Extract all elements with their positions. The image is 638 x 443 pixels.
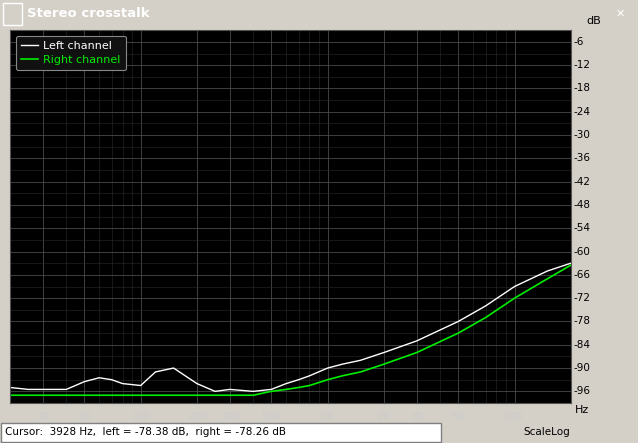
Bar — [1, 423, 441, 442]
Left channel — [544, 268, 551, 274]
Right channel — [137, 392, 144, 398]
Left channel — [380, 350, 388, 355]
Text: -18: -18 — [573, 83, 590, 93]
Right channel — [339, 373, 346, 378]
Left channel — [193, 381, 201, 386]
Text: -36: -36 — [573, 153, 590, 163]
Right channel — [39, 392, 47, 398]
Right channel — [510, 295, 518, 301]
Line: Left channel: Left channel — [10, 263, 571, 391]
Left channel — [170, 365, 177, 371]
Right channel — [306, 383, 313, 388]
Right channel — [24, 392, 32, 398]
Text: -84: -84 — [573, 340, 590, 350]
Text: Stereo crosstalk: Stereo crosstalk — [27, 7, 149, 20]
Left channel — [306, 373, 313, 378]
Text: -66: -66 — [573, 270, 590, 280]
Left channel — [152, 369, 160, 375]
Text: -90: -90 — [573, 363, 590, 373]
Right channel — [193, 392, 201, 398]
Left channel — [510, 284, 518, 289]
Left channel — [323, 365, 331, 371]
Left channel — [295, 377, 302, 382]
Text: -78: -78 — [573, 316, 590, 326]
Right channel — [6, 392, 14, 398]
Legend: Left channel, Right channel: Left channel, Right channel — [15, 36, 126, 70]
Left channel — [137, 383, 144, 388]
Right channel — [226, 392, 234, 398]
Left channel — [95, 375, 103, 381]
Text: -24: -24 — [573, 107, 590, 117]
Right channel — [63, 392, 70, 398]
Text: -54: -54 — [573, 223, 590, 233]
Right channel — [295, 385, 302, 390]
Text: -6: -6 — [573, 37, 583, 47]
Right channel — [119, 392, 126, 398]
Left channel — [80, 379, 88, 384]
Left channel — [267, 387, 275, 392]
Line: Right channel: Right channel — [10, 265, 571, 395]
Left channel — [282, 381, 290, 386]
Right channel — [170, 392, 177, 398]
Right channel — [544, 276, 551, 281]
Left channel — [119, 381, 126, 386]
Left channel — [413, 338, 420, 343]
Left channel — [211, 389, 219, 394]
Right channel — [152, 392, 160, 398]
Text: ScaleLog: ScaleLog — [523, 427, 570, 436]
Text: -48: -48 — [573, 200, 590, 210]
Left channel — [6, 385, 14, 390]
Left channel — [24, 387, 32, 392]
Right channel — [357, 369, 364, 375]
Right channel — [80, 392, 88, 398]
Right channel — [267, 389, 275, 394]
Right channel — [380, 361, 388, 367]
Text: -96: -96 — [573, 386, 590, 396]
Text: Cursor:  3928 Hz,  left = -78.38 dB,  right = -78.26 dB: Cursor: 3928 Hz, left = -78.38 dB, right… — [5, 427, 286, 436]
Left channel — [108, 377, 115, 382]
Left channel — [357, 358, 364, 363]
Left channel — [339, 361, 346, 367]
Right channel — [95, 392, 103, 398]
Left channel — [39, 387, 47, 392]
Left channel — [63, 387, 70, 392]
Left channel — [482, 303, 489, 309]
Right channel — [482, 315, 489, 320]
Left channel — [567, 260, 575, 266]
Right channel — [249, 392, 257, 398]
Left channel — [454, 319, 462, 324]
Text: -30: -30 — [573, 130, 590, 140]
Right channel — [454, 330, 462, 336]
Right channel — [108, 392, 115, 398]
Right channel — [323, 377, 331, 382]
Right channel — [567, 263, 575, 268]
Text: -72: -72 — [573, 293, 590, 303]
Left channel — [226, 387, 234, 392]
Right channel — [282, 387, 290, 392]
Text: ✕: ✕ — [616, 8, 625, 19]
Left channel — [52, 387, 59, 392]
Text: dB: dB — [586, 16, 601, 26]
Text: -12: -12 — [573, 60, 590, 70]
Text: Hz: Hz — [575, 405, 590, 415]
Text: -60: -60 — [573, 247, 590, 256]
Right channel — [52, 392, 59, 398]
Text: -42: -42 — [573, 177, 590, 187]
Bar — [3, 3, 22, 25]
Right channel — [211, 392, 219, 398]
Left channel — [249, 389, 257, 394]
Right channel — [413, 350, 420, 355]
